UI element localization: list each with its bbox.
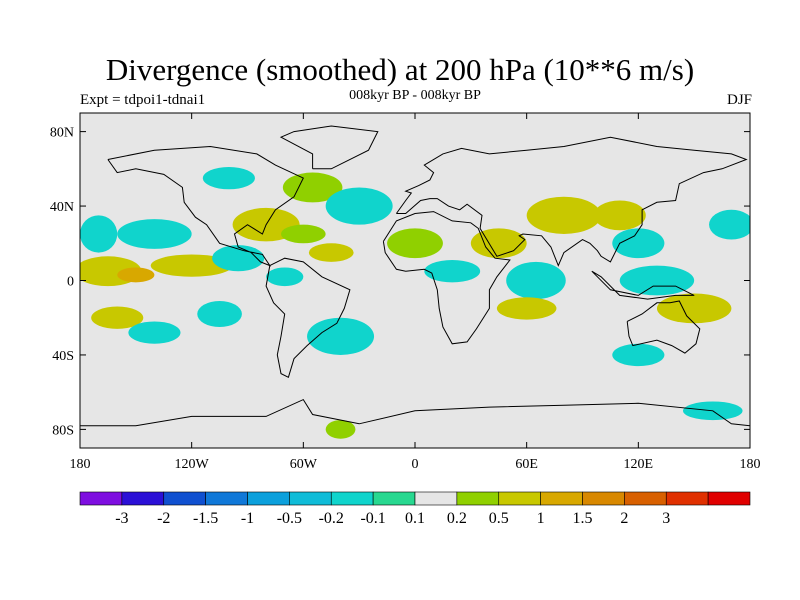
colorbar-swatch [205,491,248,506]
colorbar-swatch [498,491,541,506]
colorbar-swatch [665,491,709,506]
colorbar-label: 1 [537,510,545,527]
axis-ticks: 180 120W 60W 0 60E 120E 180 80N 40N 0 40S 80S [50,113,761,472]
colorbar-label: 0.2 [447,510,467,527]
colorbar-label: 0.5 [489,510,509,527]
x-tick-label: 180 [70,457,91,472]
colorbar-swatch [540,491,583,506]
colorbar-swatch [414,491,458,506]
colorbar-swatch [79,491,123,506]
colorbar-label: -0.5 [277,510,302,527]
coastline [626,300,701,354]
plot-area [80,113,750,448]
chart-title: Divergence (smoothed) at 200 hPa (10**6 … [105,52,695,87]
y-tick-label: 80N [50,126,74,141]
divergence-contour-patch [266,267,304,287]
colorbar-swatch [163,491,206,506]
coastline [591,270,695,300]
colorbar-swatch [372,491,416,506]
colorbar-swatch [624,491,667,506]
experiment-label: Expt = tdpoi1-tdnai1 [80,92,206,108]
colorbar-label: -2 [157,510,170,527]
coastline [279,125,379,170]
x-tick-label: 60W [290,457,318,472]
x-tick-label: 120E [624,457,654,472]
coastline [382,211,511,345]
divergence-contour-patch [612,343,665,367]
divergence-contour-patch [496,297,557,320]
coastline [395,136,748,267]
divergence-contour-patch [612,228,665,259]
divergence-contour-patch [212,245,265,272]
coastlines [80,125,750,427]
colorbar-swatch [289,491,332,506]
y-tick-label: 40N [50,200,74,215]
x-tick-label: 60E [515,457,538,472]
colorbar-label: 1.5 [573,510,593,527]
colorbar-label: -3 [115,510,128,527]
divergence-contour-patch [117,219,192,249]
colorbar-swatch [121,491,165,506]
colorbar-swatch [582,491,625,506]
divergence-contour-patch [281,224,326,244]
chart-subtitle: 008kyr BP - 008kyr BP [349,88,481,103]
colorbar: -3 -2 -1.5 -1 -0.5 -0.2 -0.1 0.1 0.2 0.5 1 1.5 2 3 [79,491,751,527]
colorbar-swatch [456,491,500,506]
divergence-contour-patch [470,228,527,259]
colorbar-swatch [707,491,751,506]
divergence-contour-patch [325,187,393,225]
divergence-contour-patch [91,306,144,329]
colorbar-label: -1 [241,510,254,527]
divergence-contour-patch [197,300,242,328]
y-tick-label: 40S [52,349,74,364]
divergence-contour-patch [619,265,695,296]
divergence-contour-patch [656,293,732,324]
divergence-contour-patch [526,196,602,234]
colorbar-label: 0.1 [405,510,425,527]
colorbar-label: -0.2 [319,510,344,527]
divergence-contour-patch [117,267,155,283]
y-tick-label: 0 [67,275,74,290]
divergence-contour-patch [128,321,181,344]
divergence-contour-patch [506,261,566,300]
divergence-contour-patch [282,172,343,203]
divergence-contour-patch [308,243,354,262]
y-tick-label: 80S [52,423,74,438]
divergence-contour-patch [593,200,646,231]
divergence-contour-patch [387,228,443,259]
colorbar-label: -1.5 [193,510,218,527]
divergence-contour-patch [80,215,118,253]
x-tick-label: 180 [740,457,761,472]
coastline [107,145,304,267]
coastline [265,257,351,379]
colorbar-label: -0.1 [360,510,385,527]
colorbar-label: 2 [620,510,628,527]
divergence-contour-patch [325,420,356,439]
divergence-contour-patch [424,260,481,283]
colorbar-label: 3 [662,510,670,527]
x-tick-label: 0 [412,457,419,472]
divergence-contour-patch [202,166,255,190]
divergence-contour-patch [307,317,375,355]
coastline [80,398,750,427]
divergence-contour-patch [709,209,750,240]
colorbar-swatch [247,491,290,506]
season-label: DJF [726,92,752,108]
divergence-contour-patch [150,254,233,277]
colorbar-swatch [330,491,374,506]
x-tick-label: 120W [175,457,210,472]
